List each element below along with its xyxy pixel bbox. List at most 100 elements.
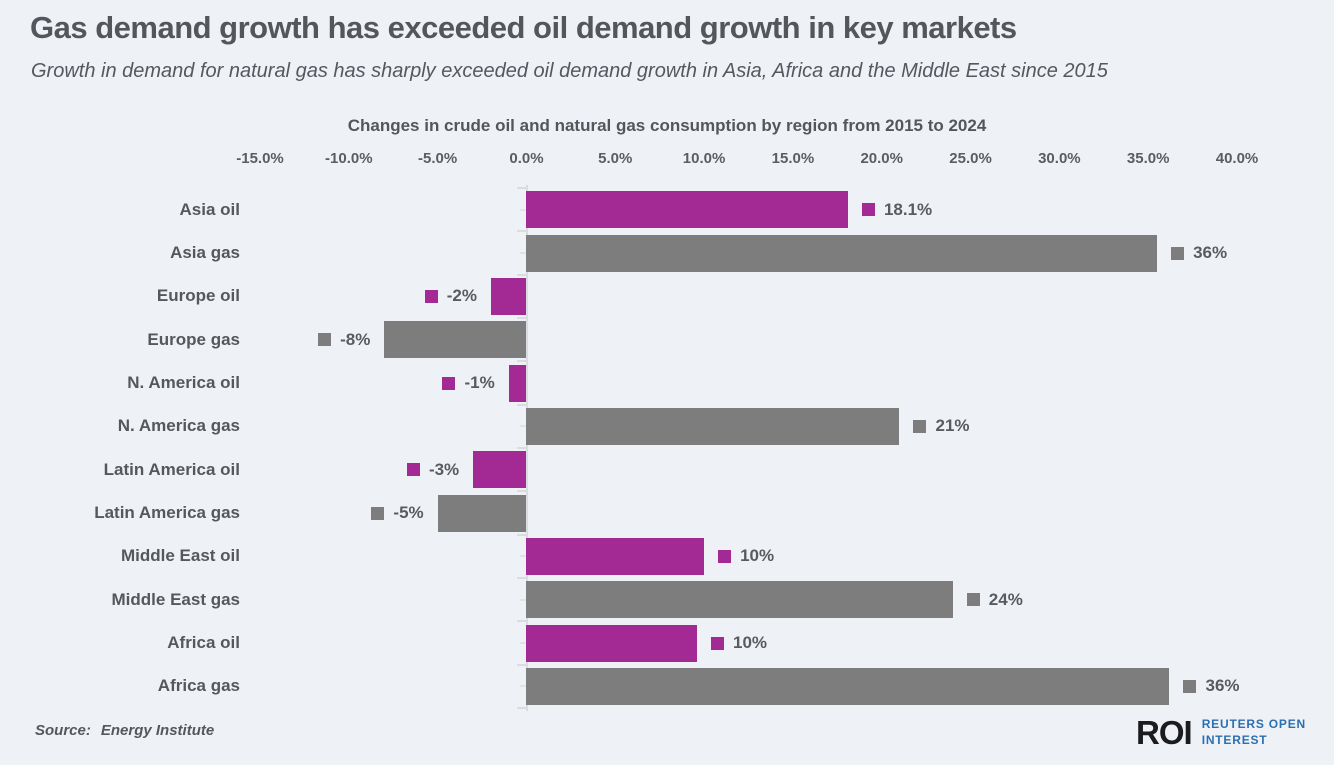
tick-mark	[520, 685, 527, 688]
axis-tick-label: 25.0%	[949, 150, 992, 167]
value-marker-icon	[318, 333, 332, 347]
row-label: Africa gas	[157, 676, 240, 696]
value-label: -2%	[446, 286, 477, 306]
value-marker-icon	[371, 506, 385, 520]
axis-tick-label: 20.0%	[860, 150, 903, 167]
row-label: Africa oil	[167, 633, 240, 652]
value-group: -2%	[424, 286, 477, 306]
bar-gas	[526, 407, 900, 445]
row-label: N. America oil	[127, 373, 240, 392]
category-axis: Asia oil Asia gas Europe oil Europe gas N. A…	[0, 188, 240, 708]
value-marker-icon	[913, 419, 927, 433]
value-group: 24%	[966, 589, 1023, 610]
value-label: -8%	[340, 329, 371, 349]
value-label: 18.1%	[883, 199, 933, 219]
tick-mark	[517, 707, 527, 709]
axis-tick-label: 10.0%	[682, 150, 726, 167]
axis-tick-label: 30.0%	[1038, 150, 1081, 167]
tick-mark	[520, 425, 527, 428]
tick-mark	[517, 533, 527, 536]
row-label: N. America gas	[117, 416, 240, 436]
row-label: Latin America gas	[94, 503, 240, 522]
chart-title: Changes in crude oil and natural gas con…	[347, 116, 987, 135]
value-group: -8%	[318, 330, 370, 350]
page-subtitle: Growth in demand for natural gas has sha…	[31, 60, 1108, 82]
roi-logo-text: REUTERS OPEN INTEREST	[1202, 717, 1306, 748]
value-marker-icon	[1183, 679, 1197, 693]
value-marker-icon	[424, 289, 438, 303]
axis-tick-label: 15.0%	[771, 150, 815, 167]
bar-gas	[526, 234, 1158, 272]
source-name: Energy Institute	[100, 722, 215, 739]
row-label: Europe gas	[147, 329, 240, 349]
x-axis: -15.0% -10.0% -5.0% 0.0% 5.0% 10.0% 15.0% 20.0%…	[236, 150, 1258, 174]
row-label: Latin America oil	[103, 459, 240, 479]
value-marker-icon	[718, 549, 732, 563]
row-label: Europe oil	[156, 286, 240, 306]
tick-mark	[520, 555, 527, 558]
value-label: 36%	[1193, 243, 1228, 262]
value-marker-icon	[861, 203, 875, 217]
tick-mark	[517, 663, 527, 666]
tick-mark	[517, 360, 527, 363]
tick-mark	[520, 598, 527, 601]
tick-mark	[520, 208, 527, 211]
axis-tick-label: 0.0%	[509, 150, 544, 167]
bar-gas	[526, 581, 953, 619]
bar-gas	[526, 667, 1170, 705]
roi-logo-line1: REUTERS OPEN	[1201, 716, 1306, 731]
axis-tick-label: 5.0%	[598, 150, 633, 167]
value-group: 36%	[1171, 243, 1227, 263]
tick-mark	[517, 620, 527, 623]
value-group: -1%	[442, 373, 495, 393]
tick-mark	[517, 230, 527, 233]
value-group: 36%	[1183, 676, 1240, 696]
roi-logo: ROI REUTERS OPEN INTEREST	[1136, 716, 1306, 749]
row-label: Middle East gas	[111, 589, 240, 609]
axis-tick-label: -15.0%	[236, 150, 284, 167]
tick-mark	[517, 273, 527, 276]
tick-mark	[517, 187, 527, 189]
bar-gas	[384, 321, 527, 359]
value-group: 10%	[710, 633, 768, 653]
value-label: -1%	[464, 373, 495, 392]
bar-oil	[473, 451, 527, 489]
value-label: 10%	[740, 546, 775, 566]
value-group: 10%	[718, 546, 774, 566]
value-marker-icon	[1171, 246, 1185, 260]
value-label: 24%	[988, 589, 1023, 609]
value-label: -5%	[393, 503, 424, 522]
bar-oil	[526, 191, 848, 229]
bar-oil	[526, 624, 697, 662]
zero-axis-line	[526, 185, 528, 711]
tick-mark	[517, 577, 527, 579]
value-marker-icon	[406, 463, 420, 477]
bar-oil	[526, 537, 705, 575]
source-note: Source: Energy Institute	[35, 722, 214, 739]
value-label: -3%	[428, 459, 460, 479]
tick-mark	[517, 403, 527, 406]
bar-oil	[490, 277, 527, 315]
tick-mark	[517, 317, 527, 319]
row-label: Middle East oil	[120, 546, 240, 566]
value-group: -5%	[371, 503, 424, 523]
tick-mark	[520, 252, 527, 254]
axis-tick-label: 40.0%	[1215, 150, 1259, 167]
tick-mark	[520, 642, 527, 644]
page-title: Gas demand growth has exceeded oil deman…	[30, 10, 1017, 45]
value-label: 10%	[732, 633, 768, 652]
value-marker-icon	[710, 636, 724, 650]
axis-tick-label: -5.0%	[418, 150, 458, 167]
roi-logo-mark: ROI	[1136, 714, 1193, 751]
value-group: 21%	[913, 416, 970, 436]
value-label: 21%	[935, 416, 970, 436]
value-group: -3%	[406, 459, 460, 480]
axis-tick-label: 35.0%	[1126, 150, 1170, 167]
value-marker-icon	[966, 593, 980, 607]
row-label: Asia oil	[179, 199, 240, 219]
value-label: 36%	[1205, 676, 1240, 696]
source-label: Source:	[35, 722, 91, 739]
row-label: Asia gas	[170, 243, 240, 262]
tick-mark	[517, 490, 527, 493]
plot-area: 18.1% 36% -2% -8% -1% 21% -3% -5% 10% 24% 10% 36%	[260, 185, 1240, 711]
